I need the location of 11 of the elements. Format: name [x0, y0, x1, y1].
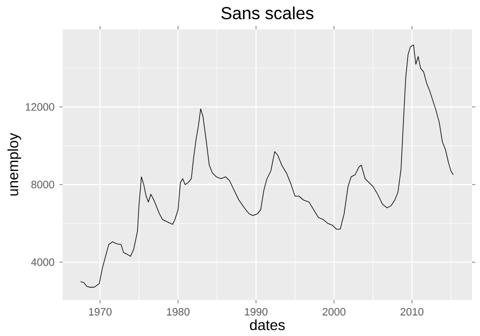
- x-tick-label: 2000: [322, 308, 346, 316]
- y-axis-title: unemploy: [7, 132, 22, 196]
- x-axis-title: dates: [250, 319, 285, 330]
- x-tick-label: 2010: [400, 308, 424, 316]
- chart-title: Sans scales: [221, 6, 314, 20]
- x-tick-label: 1970: [89, 308, 112, 316]
- y-tick-label: 8000: [31, 180, 54, 188]
- y-tick-label: 4000: [31, 258, 54, 266]
- x-tick-label: 1990: [244, 308, 268, 316]
- x-tick-label: 1980: [167, 308, 190, 316]
- y-tick-label: 12000: [26, 103, 54, 111]
